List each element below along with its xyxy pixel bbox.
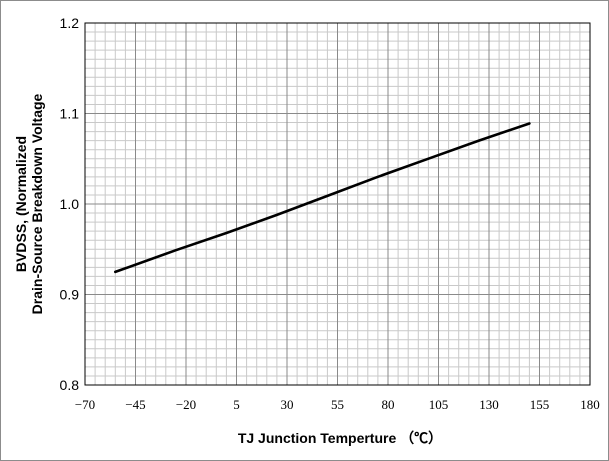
y-axis-title-line-2: Drain-Source Breakdown Voltage [29,93,45,314]
x-axis-title: TJ Junction Temperture （℃） [238,430,442,446]
y-axis-title-line-1: BVDSS, (Normalized [13,136,29,272]
x-tick-label: −70 [75,397,95,412]
plot-area [84,22,591,386]
x-tick-labels: −70 −45 −20 5 30 55 80 105 130 155 180 [75,397,600,412]
x-tick-label: 105 [429,397,449,412]
y-tick-label: 0.8 [60,377,80,393]
x-tick-label: −20 [176,397,196,412]
y-tick-label: 0.9 [60,287,80,303]
series-line [114,122,531,274]
x-tick-label: 80 [382,397,395,412]
y-tick-label: 1.0 [60,196,80,212]
y-tick-label: 1.1 [60,106,80,122]
x-tick-label: 155 [530,397,550,412]
x-tick-label: 55 [331,397,344,412]
x-tick-label: 180 [580,397,600,412]
x-tick-label: 5 [233,397,240,412]
y-tick-label: 1.2 [60,15,80,31]
series-layer [114,122,531,274]
x-tick-label: 30 [281,397,294,412]
x-tick-label: −45 [125,397,145,412]
x-tick-label: 130 [479,397,499,412]
y-tick-labels: 0.8 0.9 1.0 1.1 1.2 [60,15,80,393]
